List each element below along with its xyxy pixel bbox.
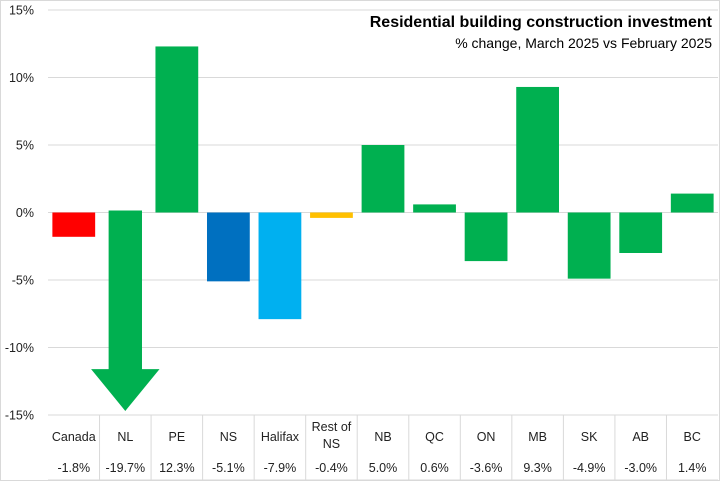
category-label: BC — [684, 430, 701, 444]
category-label: NB — [374, 430, 391, 444]
y-tick-label: 0% — [16, 206, 34, 220]
y-tick-label: 10% — [9, 71, 34, 85]
category-label: Halifax — [261, 430, 300, 444]
value-label: 1.4% — [678, 461, 707, 475]
value-label: 12.3% — [159, 461, 194, 475]
category-label: QC — [425, 430, 444, 444]
bar-rest-of-ns — [310, 212, 353, 218]
value-label: -1.8% — [57, 461, 90, 475]
bar-mb — [516, 86, 560, 213]
value-label: 0.6% — [420, 461, 449, 475]
bar-on — [464, 212, 508, 262]
value-label: -3.6% — [470, 461, 503, 475]
y-tick-label: -5% — [12, 274, 34, 288]
value-label: -19.7% — [106, 461, 146, 475]
bar-nb — [361, 145, 405, 213]
bar-ns — [206, 212, 250, 282]
category-label: AB — [632, 430, 649, 444]
category-label: NL — [117, 430, 133, 444]
category-label: ON — [477, 430, 496, 444]
bar-arrow-nl — [91, 210, 160, 411]
bar-qc — [413, 204, 456, 213]
value-label: 5.0% — [369, 461, 398, 475]
value-label: -3.0% — [624, 461, 657, 475]
category-label: PE — [169, 430, 186, 444]
value-label: -4.9% — [573, 461, 606, 475]
bar-pe — [155, 46, 199, 213]
value-label: 9.3% — [523, 461, 552, 475]
category-label: NS — [220, 430, 237, 444]
category-label: MB — [528, 430, 547, 444]
chart-subtitle: % change, March 2025 vs February 2025 — [455, 35, 712, 51]
y-tick-label: 5% — [16, 139, 34, 153]
bars — [52, 46, 714, 411]
data-table: Canada -1.8% NL -19.7% PE 12.3% NS -5.1% Halifax… — [48, 414, 718, 481]
y-axis-ticks: 15% 10% 5% 0% -5% -10% -15% — [5, 4, 34, 423]
bar-halifax — [258, 212, 302, 320]
bar-ab — [619, 212, 663, 253]
category-label: Canada — [52, 430, 96, 444]
value-label: -5.1% — [212, 461, 245, 475]
y-tick-label: -10% — [5, 341, 34, 355]
bar-sk — [567, 212, 611, 279]
category-label: Rest of NS — [312, 420, 352, 451]
value-label: -0.4% — [315, 461, 348, 475]
y-tick-label: -15% — [5, 409, 34, 423]
category-label: SK — [581, 430, 598, 444]
bar-canada — [52, 212, 96, 237]
value-label: -7.9% — [264, 461, 297, 475]
bar-bc — [670, 193, 714, 213]
y-tick-label: 15% — [9, 4, 34, 18]
chart-title: Residential building construction invest… — [370, 14, 713, 31]
